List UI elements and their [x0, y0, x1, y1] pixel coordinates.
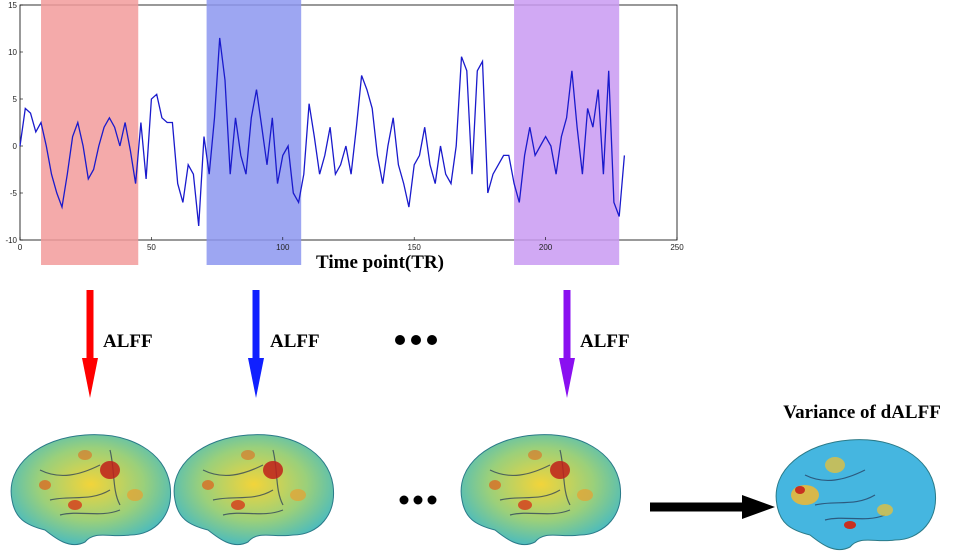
window-span: [41, 0, 139, 265]
result-label: Variance of dALFF: [783, 402, 941, 423]
arrow-head: [248, 358, 264, 398]
arrow-label: ALFF: [103, 331, 153, 352]
y-tick-label: 0: [13, 142, 18, 151]
brain-map: [173, 434, 335, 546]
series-line: [19, 37, 626, 226]
arrow-head: [82, 358, 98, 398]
brain-map: [460, 434, 622, 546]
y-tick-label: 10: [8, 48, 17, 57]
x-axis-label: Time point(TR): [316, 252, 444, 273]
y-tick-label: 15: [8, 1, 17, 10]
x-tick-label: 200: [539, 243, 553, 252]
arrow-label: ALFF: [270, 331, 320, 352]
x-tick-label: 0: [18, 243, 23, 252]
window-span: [514, 0, 620, 265]
x-tick-label: 150: [408, 243, 422, 252]
y-tick-label: -5: [10, 189, 18, 198]
x-tick-label: 250: [670, 243, 684, 252]
time-series-chart: 0 50 100 150 200 250 -10 -5 0 5 10 15: [5, 0, 684, 265]
x-tick-label: 100: [276, 243, 290, 252]
window-span: [206, 0, 302, 265]
arrow-label: ALFF: [580, 331, 630, 352]
brain-map: [775, 439, 937, 551]
arrows: [82, 290, 775, 519]
ellipsis: [395, 335, 437, 505]
arrow-head: [559, 358, 575, 398]
y-tick-label: 5: [13, 95, 18, 104]
x-tick-label: 50: [147, 243, 156, 252]
brain-map: [10, 434, 172, 546]
y-tick-label: -10: [5, 236, 17, 245]
arrow-head: [742, 495, 775, 519]
